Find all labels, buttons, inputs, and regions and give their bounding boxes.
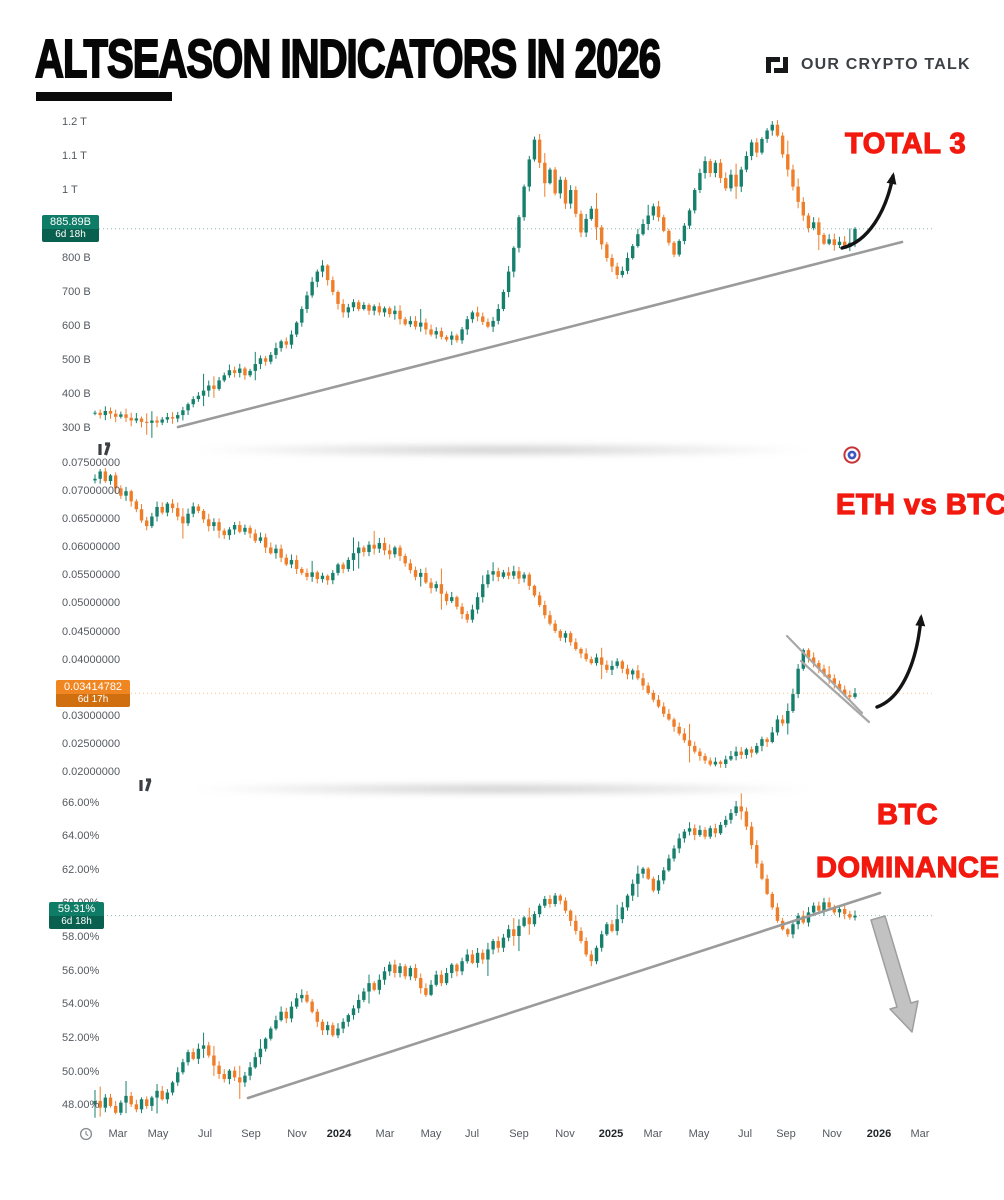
y-axis-tick: 400 B xyxy=(62,387,91,400)
x-axis-tick: Mar xyxy=(375,1128,395,1140)
x-axis-tick: May xyxy=(147,1128,169,1140)
price-badge-ethbtc: 0.03414782 6d 17h xyxy=(56,679,130,707)
price-badge-total3: 885.89B 6d 18h xyxy=(42,215,99,243)
x-axis-tick: Sep xyxy=(509,1128,529,1140)
x-axis-tick: Sep xyxy=(776,1128,796,1140)
card-shadow-divider xyxy=(70,444,934,456)
y-axis-tick: 0.05500000 xyxy=(62,569,121,582)
y-axis-tick: 800 B xyxy=(62,251,91,264)
y-axis-tick: 0.04000000 xyxy=(62,653,121,666)
y-axis-tick: 700 B xyxy=(62,285,91,298)
brand: OUR CRYPTO TALK xyxy=(762,50,971,80)
y-axis-tick: 0.07500000 xyxy=(62,456,121,469)
y-axis-tick: 52.00% xyxy=(62,1032,100,1045)
price-badge-btc-dominance: 59.31% 6d 18h xyxy=(49,902,104,930)
x-axis-tick: Nov xyxy=(287,1128,307,1140)
y-axis-tick: 58.00% xyxy=(62,931,100,944)
tradingview-logo-icon[interactable] xyxy=(96,440,114,458)
card-shadow-divider xyxy=(70,783,934,795)
x-axis-tick: Jul xyxy=(737,1128,753,1140)
y-axis-tick: 300 B xyxy=(62,421,91,434)
brand-logo-icon xyxy=(766,57,788,73)
y-axis-tick: 0.02500000 xyxy=(62,738,121,751)
y-axis-tick: 1.2 T xyxy=(62,115,87,128)
x-axis-tick: 2025 xyxy=(598,1128,624,1140)
annotation-drawings xyxy=(176,172,926,1100)
price-badge-countdown: 6d 18h xyxy=(49,916,104,930)
price-badge-countdown: 6d 18h xyxy=(42,229,99,243)
y-axis-tick: 500 B xyxy=(62,353,91,366)
x-axis-tick: Mar xyxy=(108,1128,128,1140)
brand-name: OUR CRYPTO TALK xyxy=(801,56,971,73)
label-eth-vs-btc: ETH vs BTC xyxy=(835,488,1004,521)
chart-3-candles xyxy=(93,793,935,1118)
x-axis-tick: Sep xyxy=(241,1128,261,1140)
price-badge-value: 885.89B xyxy=(42,215,99,230)
y-axis-tick: 0.07000000 xyxy=(62,484,121,497)
y-axis-tick: 62.00% xyxy=(62,863,100,876)
x-axis-tick: Mar xyxy=(643,1128,663,1140)
y-axis-tick: 0.05000000 xyxy=(62,597,121,610)
avatar-badge-icon xyxy=(843,446,861,464)
y-axis-tick: 0.06000000 xyxy=(62,541,121,554)
x-axis-tick: Jul xyxy=(197,1128,213,1140)
y-axis-tick: 0.04500000 xyxy=(62,625,121,638)
y-axis-tick: 48.00% xyxy=(62,1099,100,1112)
x-axis-tick: 2024 xyxy=(326,1128,352,1140)
y-axis-tick: 0.02000000 xyxy=(62,766,121,779)
clock-icon[interactable] xyxy=(79,1127,93,1141)
price-badge-countdown: 6d 17h xyxy=(56,693,130,707)
label-total3: TOTAL 3 xyxy=(844,127,967,160)
y-axis-tick: 56.00% xyxy=(62,964,100,977)
page-title: ALTSEASON INDICATORS IN 2026 xyxy=(34,29,661,91)
y-axis-tick: 54.00% xyxy=(62,998,100,1011)
y-axis-tick: 50.00% xyxy=(62,1065,100,1078)
price-badge-value: 0.03414782 xyxy=(56,679,130,694)
y-axis-tick: 66.00% xyxy=(62,796,100,809)
label-btc-dominance-line1: BTC xyxy=(876,798,939,831)
x-axis-tick: 2026 xyxy=(866,1128,892,1140)
x-axis-tick: May xyxy=(688,1128,710,1140)
x-axis-tick: Nov xyxy=(822,1128,842,1140)
label-btc-dominance-line2: DOMINANCE xyxy=(815,851,1000,884)
price-badge-value: 59.31% xyxy=(49,902,104,917)
x-axis-tick: May xyxy=(420,1128,442,1140)
y-axis-tick: 0.03000000 xyxy=(62,710,121,723)
y-axis-tick: 1.1 T xyxy=(62,149,87,162)
y-axis-tick: 64.00% xyxy=(62,830,100,843)
x-axis-tick: Nov xyxy=(555,1128,575,1140)
x-axis-tick: Mar xyxy=(910,1128,930,1140)
chart-2-candles xyxy=(93,468,935,768)
y-axis-tick: 0.06500000 xyxy=(62,512,121,525)
y-axis-tick: 1 T xyxy=(62,183,78,196)
y-axis-tick: 600 B xyxy=(62,319,91,332)
tradingview-logo-icon[interactable] xyxy=(137,776,155,794)
title-underline xyxy=(36,92,172,101)
chart-1-candles xyxy=(93,120,935,438)
x-axis-tick: Jul xyxy=(464,1128,480,1140)
